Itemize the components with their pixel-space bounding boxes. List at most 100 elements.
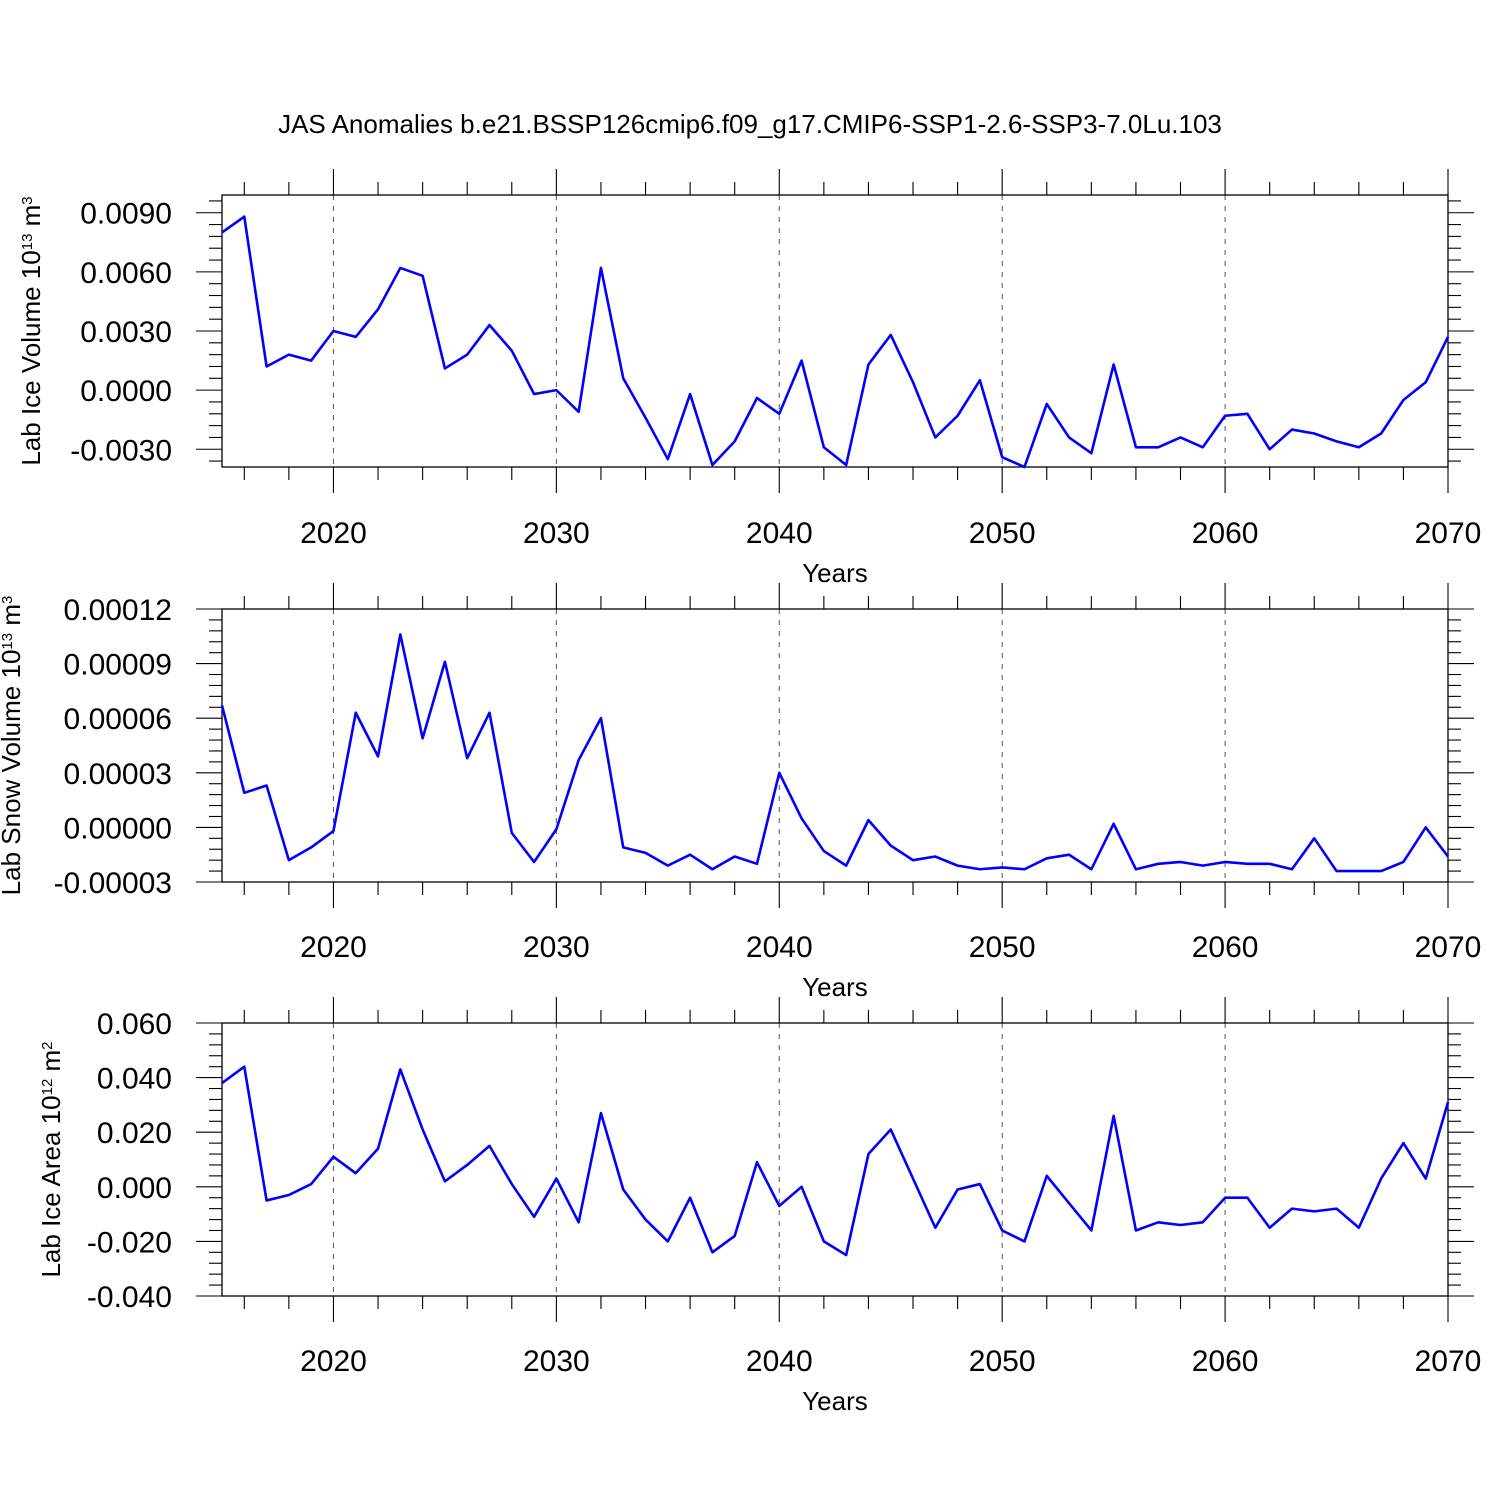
data-point-2015 — [221, 704, 224, 707]
data-point-2044 — [867, 363, 870, 366]
data-point-2020 — [332, 1155, 335, 1158]
data-point-2060 — [1224, 861, 1227, 864]
y-axis-title: Lab Ice Volume 1013 m3 — [16, 196, 46, 465]
data-point-2038 — [733, 440, 736, 443]
y-axis-title-part: 10 — [0, 650, 26, 679]
y-tick-label: 0.000 — [97, 1172, 172, 1205]
data-point-2068 — [1402, 861, 1405, 864]
data-point-2027 — [488, 1145, 491, 1148]
data-point-2032 — [600, 717, 603, 720]
data-point-2031 — [577, 1221, 580, 1224]
data-point-2025 — [444, 1180, 447, 1183]
y-axis-title-part: 3 — [0, 596, 16, 604]
data-point-2016 — [243, 1065, 246, 1068]
data-point-2021 — [354, 1172, 357, 1175]
data-point-2070 — [1447, 1101, 1450, 1104]
data-point-2061 — [1246, 1196, 1249, 1199]
y-axis-title-part: 10 — [36, 1095, 66, 1124]
data-point-2069 — [1424, 826, 1427, 829]
data-point-2023 — [399, 267, 402, 270]
data-point-2032 — [600, 267, 603, 270]
data-point-2053 — [1068, 1202, 1071, 1205]
page-title: JAS Anomalies b.e21.BSSP126cmip6.f09_g17… — [278, 109, 1222, 139]
data-point-2047 — [934, 436, 937, 439]
data-point-2026 — [466, 757, 469, 760]
plot-frame — [221, 608, 1449, 883]
data-point-2031 — [577, 759, 580, 762]
data-point-2037 — [711, 1251, 714, 1254]
data-point-2052 — [1045, 403, 1048, 406]
data-point-2035 — [667, 1240, 670, 1243]
data-point-2041 — [800, 817, 803, 820]
x-tick-label: 2020 — [300, 517, 367, 550]
data-point-2041 — [800, 359, 803, 362]
data-point-2065 — [1335, 870, 1338, 873]
x-tick-label: 2030 — [523, 517, 590, 550]
data-point-2065 — [1335, 1207, 1338, 1210]
data-point-2030 — [555, 389, 558, 392]
data-point-2016 — [243, 215, 246, 218]
data-point-2055 — [1112, 363, 1115, 366]
data-point-2018 — [288, 859, 291, 862]
data-point-2028 — [510, 1183, 513, 1186]
panel-snow-volume: -0.00003 0.00000 0.00003 0.00006 0.00009 0.00… — [0, 583, 1481, 1002]
y-axis-title-part: 10 — [16, 250, 46, 279]
data-point-2030 — [555, 1177, 558, 1180]
x-tick-label: 2040 — [746, 517, 813, 550]
y-axis-title-part: Lab Ice Volume — [16, 279, 46, 465]
data-point-2015 — [221, 231, 224, 234]
data-point-2035 — [667, 458, 670, 461]
x-tick-label: 2070 — [1415, 517, 1482, 550]
y-axis-title-part: Lab Snow Volume — [0, 679, 26, 896]
data-point-2018 — [288, 1194, 291, 1197]
data-point-2057 — [1157, 1221, 1160, 1224]
data-point-2017 — [265, 784, 268, 787]
data-point-2029 — [533, 393, 536, 396]
data-point-2039 — [756, 397, 759, 400]
y-tick-label: -0.020 — [87, 1226, 172, 1259]
data-point-2016 — [243, 792, 246, 795]
x-tick-label: 2030 — [523, 931, 590, 964]
data-point-2018 — [288, 353, 291, 356]
data-point-2040 — [778, 412, 781, 415]
y-axis-title-part: m — [36, 1050, 66, 1079]
x-tick-label: 2050 — [969, 517, 1036, 550]
data-point-2026 — [466, 353, 469, 356]
data-point-2017 — [265, 1199, 268, 1202]
data-point-2056 — [1135, 868, 1138, 871]
data-point-2042 — [823, 446, 826, 449]
data-point-2021 — [354, 336, 357, 339]
data-point-2044 — [867, 819, 870, 822]
data-point-2068 — [1402, 399, 1405, 402]
data-point-2052 — [1045, 1175, 1048, 1178]
data-point-2042 — [823, 1240, 826, 1243]
data-point-2062 — [1268, 1226, 1271, 1229]
y-axis-title-part: 13 — [0, 633, 16, 650]
plot-frame — [221, 194, 1449, 468]
panel-ice-volume: -0.0030 0.0000 0.0030 0.0060 0.0090 2020 2030 2… — [16, 169, 1481, 588]
y-axis-title: Lab Ice Area 1012 m2 — [36, 1041, 66, 1277]
data-point-2027 — [488, 711, 491, 714]
data-point-2046 — [912, 1177, 915, 1180]
data-point-2020 — [332, 830, 335, 833]
data-point-2053 — [1068, 436, 1071, 439]
data-point-2052 — [1045, 857, 1048, 860]
x-axis-title: Years — [802, 558, 868, 588]
data-point-2024 — [421, 275, 424, 278]
data-point-2017 — [265, 365, 268, 368]
data-point-2060 — [1224, 1196, 1227, 1199]
data-point-2045 — [889, 334, 892, 337]
x-tick-label: 2030 — [523, 1345, 590, 1378]
x-tick-label: 2020 — [300, 1345, 367, 1378]
x-tick-label: 2060 — [1192, 517, 1259, 550]
data-point-2027 — [488, 324, 491, 327]
y-axis-title-part: 3 — [19, 196, 36, 204]
data-point-2037 — [711, 868, 714, 871]
data-point-2056 — [1135, 1229, 1138, 1232]
x-tick-label: 2050 — [969, 931, 1036, 964]
series-line — [221, 1065, 1450, 1257]
data-point-2066 — [1358, 1226, 1361, 1229]
data-point-2056 — [1135, 446, 1138, 449]
data-point-2035 — [667, 864, 670, 867]
data-point-2044 — [867, 1153, 870, 1156]
